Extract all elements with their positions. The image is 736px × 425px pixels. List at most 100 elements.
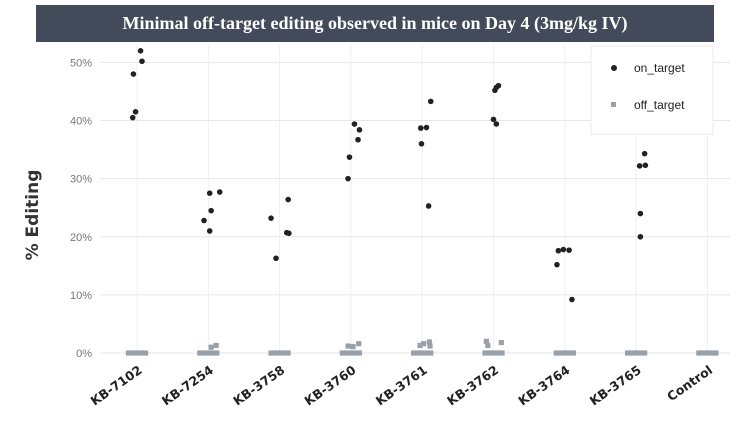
off-target-point bbox=[201, 350, 207, 356]
off-target-point bbox=[411, 350, 417, 356]
off-target-point bbox=[415, 350, 421, 356]
on-target-point bbox=[427, 98, 434, 105]
off-target-point bbox=[483, 338, 489, 344]
data-points bbox=[125, 48, 719, 356]
off-target-point bbox=[637, 350, 643, 356]
on-target-point bbox=[129, 114, 136, 121]
off-target-point bbox=[566, 350, 572, 356]
off-target-point bbox=[130, 350, 136, 356]
on-target-point bbox=[417, 125, 424, 131]
on-target-point bbox=[356, 127, 363, 133]
on-target-point bbox=[423, 124, 430, 131]
off-target-point bbox=[138, 350, 144, 356]
x-tick-label: KB-3765 bbox=[587, 362, 644, 408]
y-tick-label: 40% bbox=[70, 116, 92, 128]
on-target-point bbox=[351, 121, 358, 127]
off-target-point bbox=[428, 350, 434, 356]
off-target-point bbox=[696, 350, 702, 356]
on-target-point bbox=[492, 87, 498, 94]
y-tick-label: 30% bbox=[70, 174, 92, 186]
off-target-point bbox=[423, 350, 430, 356]
off-target-point bbox=[209, 350, 216, 356]
off-target-point bbox=[570, 350, 576, 356]
off-target-point bbox=[208, 344, 214, 350]
off-target-point bbox=[419, 350, 425, 356]
legend-box bbox=[590, 45, 714, 135]
x-tick-label: KB-3760 bbox=[302, 362, 359, 408]
off-target-point bbox=[345, 343, 351, 349]
off-target-point bbox=[562, 350, 568, 356]
off-target-point bbox=[197, 350, 203, 356]
off-target-point bbox=[134, 350, 140, 356]
on-target-point bbox=[641, 150, 648, 157]
y-tick-label: 0% bbox=[76, 348, 92, 360]
on-target-point bbox=[637, 210, 644, 217]
y-tick-label: 10% bbox=[70, 290, 92, 302]
off-target-point bbox=[485, 342, 491, 349]
x-tick-label: KB-3764 bbox=[515, 362, 572, 408]
on-target-point bbox=[555, 247, 562, 254]
on-target-point bbox=[139, 58, 145, 65]
off-target-point bbox=[214, 350, 220, 356]
on-target-point bbox=[345, 175, 351, 182]
off-target-point bbox=[281, 350, 287, 356]
off-target-point bbox=[272, 350, 278, 356]
on-target-point bbox=[206, 228, 213, 234]
on-target-point bbox=[554, 261, 560, 268]
on-target-point bbox=[425, 203, 432, 209]
on-target-point bbox=[418, 140, 425, 147]
off-target-point bbox=[704, 350, 710, 356]
on-target-point bbox=[216, 189, 223, 195]
on-target-point bbox=[346, 154, 353, 160]
on-target-point bbox=[636, 163, 643, 169]
off-target-point bbox=[352, 350, 358, 356]
y-axis-label: % Editing bbox=[23, 170, 43, 261]
on-target-point bbox=[130, 71, 137, 77]
chart-title: Minimal off-target editing observed in m… bbox=[36, 5, 714, 42]
off-target-point bbox=[633, 350, 639, 356]
legend-off-target-marker bbox=[611, 102, 616, 107]
off-target-point bbox=[205, 350, 211, 356]
off-target-point bbox=[356, 350, 363, 356]
off-target-point bbox=[709, 350, 715, 356]
x-tick-label: KB-3761 bbox=[373, 362, 430, 408]
y-tick-label: 20% bbox=[70, 232, 92, 244]
off-target-point bbox=[486, 350, 492, 356]
off-target-point bbox=[348, 350, 354, 356]
on-target-point bbox=[569, 296, 575, 303]
on-target-point bbox=[206, 190, 213, 196]
off-target-point bbox=[427, 343, 433, 349]
off-target-point bbox=[344, 350, 350, 356]
legend-on-target-label: on_target bbox=[634, 61, 685, 75]
off-target-point bbox=[285, 350, 291, 356]
legend-off-target-label: off_target bbox=[634, 98, 685, 112]
off-target-point bbox=[426, 339, 432, 345]
legend: on_target off_target bbox=[590, 45, 714, 135]
off-target-point bbox=[642, 350, 648, 356]
on-target-point bbox=[268, 215, 274, 221]
on-target-point bbox=[273, 255, 279, 262]
off-target-point bbox=[339, 350, 345, 356]
off-target-point bbox=[213, 342, 219, 349]
on-target-point bbox=[637, 233, 644, 240]
off-target-point bbox=[125, 350, 132, 356]
on-target-point bbox=[137, 48, 144, 54]
on-target-point bbox=[355, 136, 361, 143]
off-target-point bbox=[624, 350, 631, 356]
off-target-point bbox=[356, 341, 362, 347]
off-target-point bbox=[700, 350, 706, 356]
off-target-point bbox=[350, 344, 356, 350]
on-target-point bbox=[285, 196, 291, 203]
off-target-point bbox=[268, 350, 274, 356]
on-target-point bbox=[132, 109, 139, 115]
on-target-point bbox=[642, 162, 649, 169]
on-target-point bbox=[493, 121, 500, 127]
off-target-point bbox=[498, 339, 504, 346]
y-tick-labels: 0% 10% 20% 30% 40% 50% bbox=[70, 57, 92, 360]
on-target-point bbox=[560, 246, 567, 253]
on-target-point bbox=[495, 82, 502, 89]
off-target-point bbox=[495, 350, 501, 356]
on-target-point bbox=[286, 230, 292, 237]
off-target-point bbox=[490, 350, 497, 356]
